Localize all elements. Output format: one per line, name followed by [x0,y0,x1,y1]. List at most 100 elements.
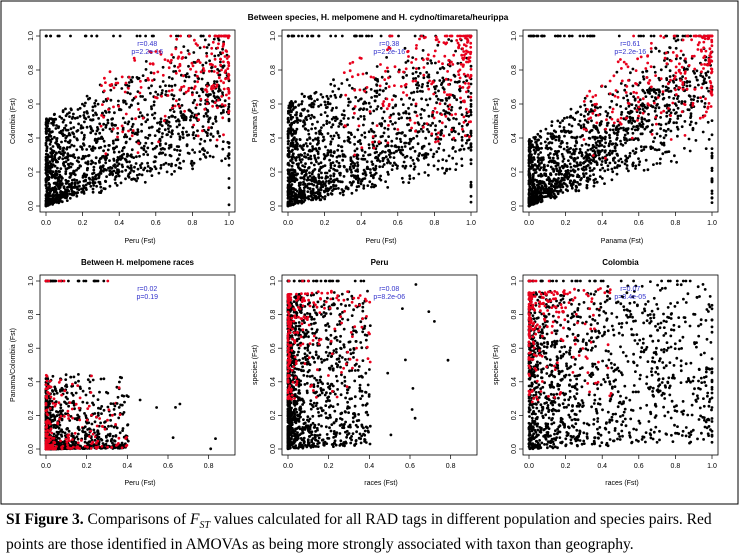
y-tick-label: 1.0 [511,31,518,41]
data-point [711,196,714,199]
data-point [199,158,202,161]
data-point [414,111,417,114]
data-point [102,100,105,103]
data-point [594,151,597,154]
data-point [197,135,200,138]
data-point [125,113,128,116]
data-point [588,178,591,181]
data-point [137,108,140,111]
data-point [410,138,413,141]
data-point [93,102,96,105]
data-point [552,168,555,171]
data-point [434,62,437,65]
data-point [372,176,375,179]
data-point [299,183,302,186]
data-point [641,105,644,108]
data-point [73,186,76,189]
data-point [437,147,440,150]
data-point [537,188,540,191]
data-point [638,163,641,166]
y-axis-label: Panama (Fst) [252,100,259,142]
data-point [115,145,118,148]
data-point [391,168,394,171]
data-point [150,84,153,87]
data-point [446,168,449,171]
data-point [107,108,110,111]
data-point [187,152,190,155]
data-point [125,82,128,85]
data-point [289,198,292,201]
data-point [560,130,563,133]
data-point [579,179,582,182]
data-point [387,135,390,138]
data-point [90,35,93,38]
data-point [577,189,580,192]
data-point [425,71,428,74]
data-point [162,80,165,83]
data-point [430,83,433,86]
data-point [427,163,430,166]
correlation-p-label: p=2.2e-16 [131,49,163,56]
data-point [641,102,644,105]
data-point [681,66,684,69]
data-point [599,158,602,161]
data-point [446,70,449,73]
data-point [127,173,130,176]
data-point [639,124,642,127]
data-point [528,35,531,38]
data-point [417,75,420,78]
data-point [201,129,204,132]
data-point [218,35,221,38]
data-point [397,35,400,38]
data-point [591,129,594,132]
data-point [181,57,184,60]
data-point [313,116,316,119]
data-point [579,136,582,139]
data-point [77,123,80,126]
data-point [53,156,56,159]
data-point [306,35,309,38]
data-point [331,138,334,141]
data-point [64,179,67,182]
data-point [349,166,352,169]
data-point [60,117,63,120]
data-point [585,172,588,175]
data-point [70,172,73,175]
data-point [83,180,86,183]
data-point [543,181,546,184]
data-point [117,138,120,141]
data-point [627,79,630,82]
data-point [618,35,621,38]
data-point [91,176,94,179]
data-point [154,134,157,137]
data-point [224,55,227,58]
data-point [87,160,90,163]
data-point [631,103,634,106]
data-point [406,50,409,53]
data-point [684,57,687,60]
data-point [131,117,134,120]
data-point [147,165,150,168]
data-point [578,152,581,155]
data-point [287,112,290,115]
data-point [379,152,382,155]
data-point [55,152,58,155]
data-point [348,137,351,140]
data-point [182,133,185,136]
data-point [445,159,448,162]
data-point [154,147,157,150]
data-point [632,95,635,98]
data-point [418,38,421,41]
data-point [373,168,376,171]
data-point [291,168,294,171]
data-point [370,88,373,91]
data-point [306,185,309,188]
data-point [335,116,338,119]
data-point [437,168,440,171]
data-point [570,174,573,177]
data-point [410,103,413,106]
data-point [170,155,173,158]
data-point [329,102,332,105]
data-point [103,157,106,160]
data-point [48,128,51,131]
